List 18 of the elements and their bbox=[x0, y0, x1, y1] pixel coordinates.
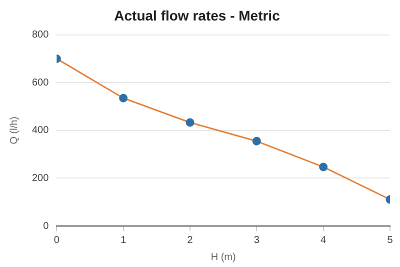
x-tick-label: 0 bbox=[54, 234, 60, 246]
point bbox=[252, 136, 261, 146]
x-tick-label: 2 bbox=[187, 234, 194, 246]
y-tick-label: 200 bbox=[32, 172, 50, 184]
point bbox=[186, 118, 194, 127]
x-tick-label: 4 bbox=[320, 234, 327, 246]
y-axis-title: Q (l/h) bbox=[8, 116, 20, 144]
point bbox=[319, 162, 328, 172]
y-tick-label: 600 bbox=[32, 77, 50, 88]
point bbox=[119, 94, 128, 102]
y-tick-label: 800 bbox=[32, 30, 50, 41]
y-tick-label: 400 bbox=[32, 125, 50, 136]
y-tick-label: 0 bbox=[43, 220, 50, 232]
x-tick-label: 5 bbox=[387, 234, 394, 246]
x-axis-title: H (m) bbox=[210, 252, 236, 263]
x-tick-label: 3 bbox=[254, 234, 260, 246]
chart-title: Actual flow rates - Metric bbox=[114, 7, 280, 24]
x-tick-label: 1 bbox=[120, 234, 127, 246]
